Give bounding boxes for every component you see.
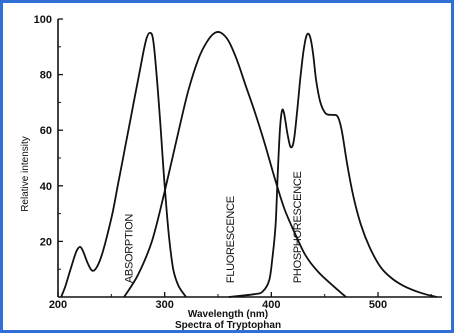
x-tick-label: 500: [369, 299, 387, 311]
series-line-fluorescence: [123, 30, 347, 298]
y-tick-label: 20: [40, 236, 52, 248]
series-label-absorption: ABSORPTION: [124, 214, 136, 283]
labels-group: Relative intensity Wavelength (nm) Spect…: [20, 136, 281, 331]
y-tick-label: 100: [34, 14, 52, 26]
x-tick-label: 400: [262, 299, 280, 311]
y-tick-label: 60: [40, 125, 52, 137]
x-tick-label: 200: [49, 299, 67, 311]
series-line-phosphorescence: [228, 32, 437, 298]
y-tick-label: 40: [40, 181, 52, 193]
x-tick-label: 300: [155, 299, 173, 311]
chart-title: Spectra of Tryptophan: [175, 320, 281, 331]
x-axis-label: Wavelength (nm): [188, 309, 268, 320]
series-group: ABSORPTION FLUORESCENCE PHOSPHORESCENCE: [60, 30, 437, 298]
y-axis-label: Relative intensity: [20, 136, 31, 212]
series-label-fluorescence: FLUORESCENCE: [225, 196, 237, 283]
series-line-absorption: [60, 31, 187, 298]
series-label-phosphorescence: PHOSPHORESCENCE: [292, 171, 304, 283]
axes: 200 300 400 500 20 40 60 80 100: [34, 14, 442, 311]
y-tick-label: 80: [40, 70, 52, 82]
